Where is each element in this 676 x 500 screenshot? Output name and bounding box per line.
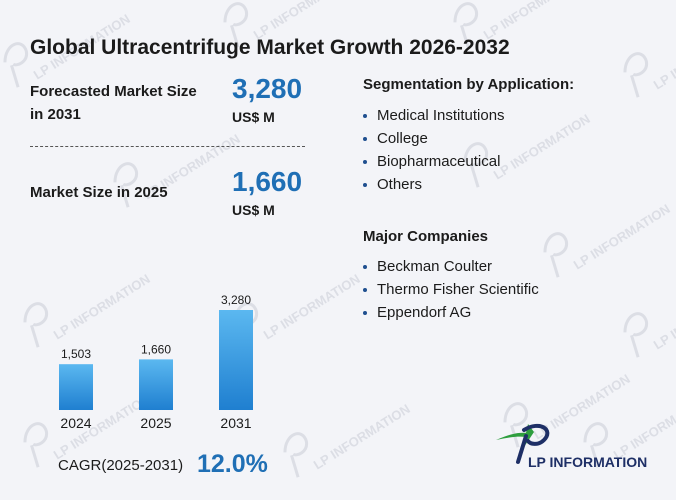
watermark-mark: LP INFORMATION xyxy=(623,281,676,358)
segmentation-heading: Segmentation by Application: xyxy=(363,76,575,93)
companies-heading: Major Companies xyxy=(363,228,489,245)
x-tick-label: 2024 xyxy=(60,415,91,431)
watermark-text: LP INFORMATION xyxy=(491,111,593,182)
company-item: Thermo Fisher Scientific xyxy=(363,278,539,301)
watermark-mark: LP INFORMATION xyxy=(283,401,413,478)
bar-value-label: 1,660 xyxy=(141,342,171,356)
cagr-value: 12.0% xyxy=(197,450,268,478)
watermark-text: LP INFORMATION xyxy=(571,201,673,272)
segmentation-list: Medical Institutions College Biopharmace… xyxy=(363,104,505,196)
segmentation-item-label: Others xyxy=(377,176,423,193)
segmentation-item-label: Biopharmaceutical xyxy=(377,153,501,170)
company-item: Eppendorf AG xyxy=(363,301,539,324)
bullet-icon xyxy=(363,183,367,187)
company-item: Beckman Coulter xyxy=(363,255,539,278)
logo-stem-icon xyxy=(516,434,528,464)
cagr-label: CAGR(2025-2031) xyxy=(58,457,184,474)
current-label: Market Size in 2025 xyxy=(30,184,168,201)
forecast-unit: US$ M xyxy=(232,109,275,125)
forecast-value: 3,280 xyxy=(232,73,303,104)
bar-2024 xyxy=(59,364,93,410)
x-tick-label: 2031 xyxy=(220,415,251,431)
company-item-label: Eppendorf AG xyxy=(377,304,472,321)
market-size-bar-chart: 1,503 2024 1,660 2025 3,280 2031 xyxy=(59,293,253,431)
segmentation-item: Biopharmaceutical xyxy=(363,150,505,173)
watermark-mark: LP INFORMATION xyxy=(623,21,676,98)
bar-value-label: 1,503 xyxy=(61,347,91,361)
segmentation-item: College xyxy=(363,127,505,150)
segmentation-item: Others xyxy=(363,173,505,196)
logo-p-icon xyxy=(522,423,550,446)
bullet-icon xyxy=(363,288,367,292)
watermark-text: LP INFORMATION xyxy=(261,271,363,342)
watermark-text: LP INFORMATION xyxy=(651,281,676,352)
watermark-mark: LP INFORMATION xyxy=(543,201,673,278)
bar-2031 xyxy=(219,310,253,410)
logo-text: LP INFORMATION xyxy=(528,454,648,470)
watermark-text: LP INFORMATION xyxy=(311,401,413,472)
current-unit: US$ M xyxy=(232,202,275,218)
bullet-icon xyxy=(363,114,367,118)
bullet-icon xyxy=(363,160,367,164)
page-title: Global Ultracentrifuge Market Growth 202… xyxy=(30,36,510,59)
segmentation-item: Medical Institutions xyxy=(363,104,505,127)
companies-list: Beckman Coulter Thermo Fisher Scientific… xyxy=(363,255,539,324)
bullet-icon xyxy=(363,311,367,315)
current-value: 1,660 xyxy=(232,166,303,197)
bullet-icon xyxy=(363,265,367,269)
x-tick-label: 2025 xyxy=(140,415,171,431)
bar-value-label: 3,280 xyxy=(221,293,251,307)
logo-swoosh-icon xyxy=(496,432,528,440)
bar-2025 xyxy=(139,359,173,410)
segmentation-item-label: Medical Institutions xyxy=(377,107,505,124)
forecast-label: Forecasted Market Size in 2031 xyxy=(30,83,197,123)
lp-information-logo xyxy=(496,423,550,464)
segmentation-item-label: College xyxy=(377,130,428,147)
bullet-icon xyxy=(363,137,367,141)
company-item-label: Thermo Fisher Scientific xyxy=(377,281,539,298)
divider xyxy=(30,146,305,147)
watermark-text: LP INFORMATION xyxy=(651,21,676,92)
company-item-label: Beckman Coulter xyxy=(377,258,493,275)
